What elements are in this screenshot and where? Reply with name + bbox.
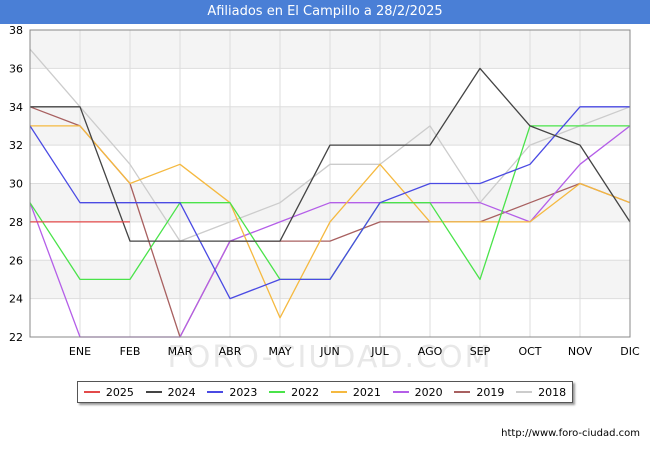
series-line-2021 [30,125,631,319]
legend-label: 2018 [538,385,567,399]
x-tick-label: FEB [120,345,141,358]
x-tick-label: SEP [470,345,491,358]
y-tick-label: 30 [9,178,23,191]
legend-label: 2020 [414,385,443,399]
x-tick-label: JUL [370,345,389,358]
y-tick-label: 36 [9,62,23,75]
y-tick-label: 22 [9,331,23,344]
x-tick-label: MAY [269,345,292,358]
series-line-2024 [30,67,631,242]
legend-label: 2025 [105,385,134,399]
legend-label: 2023 [229,385,258,399]
legend-label: 2022 [291,385,320,399]
y-tick-label: 32 [9,139,23,152]
y-tick-label: 38 [9,24,23,37]
legend-swatch [83,391,100,393]
y-tick-label: 34 [9,101,23,114]
legend-item-2025: 2025 [83,385,134,399]
legend: 2025 2024 2023 2022 2021 2020 2019 2018 [77,381,573,403]
legend-swatch [454,391,471,393]
series-line-2018 [29,48,631,242]
y-tick-label: 28 [9,216,23,229]
x-tick-label: AGO [418,345,443,358]
legend-item-2019: 2019 [454,386,504,399]
legend-item-2023: 2023 [207,386,257,399]
x-tick-label: MAR [168,345,193,358]
legend-swatch [269,391,286,393]
y-tick-label: 24 [9,293,23,306]
x-tick-label: OCT [518,345,541,358]
series-lines [29,48,631,338]
legend-swatch [392,391,409,393]
legend-swatch [330,391,347,393]
legend-label: 2021 [352,385,381,399]
legend-item-2024: 2024 [145,385,196,399]
plot-frame [29,29,631,338]
legend-swatch [145,391,162,393]
footer-url: http://www.foro-ciudad.com [501,428,640,439]
x-tick-label: JUN [319,345,340,358]
legend-item-2021: 2021 [330,385,381,399]
legend-label: 2024 [167,385,196,399]
x-tick-label: ABR [219,345,242,358]
y-axis-ticks: 22 24 26 28 30 32 34 36 38 [9,24,23,344]
series-line-2023 [29,106,630,300]
legend-swatch [207,391,224,393]
x-tick-label: ENE [69,345,91,358]
y-tick-label: 26 [9,254,23,267]
x-tick-label: NOV [568,345,593,358]
x-axis-ticks: ENE FEB MAR ABR MAY JUN JUL AGO SEP OCT NOV DIC [69,345,640,358]
legend-label: 2019 [476,385,505,399]
x-tick-label: DIC [620,345,640,358]
watermark: FORO-CIUDAD.COM [168,340,493,375]
legend-item-2018: 2018 [516,386,566,399]
legend-item-2022: 2022 [269,386,319,399]
legend-item-2020: 2020 [392,385,443,399]
chart-title: Afiliados en El Campillo a 28/2/2025 [0,0,650,24]
legend-swatch [516,391,533,393]
